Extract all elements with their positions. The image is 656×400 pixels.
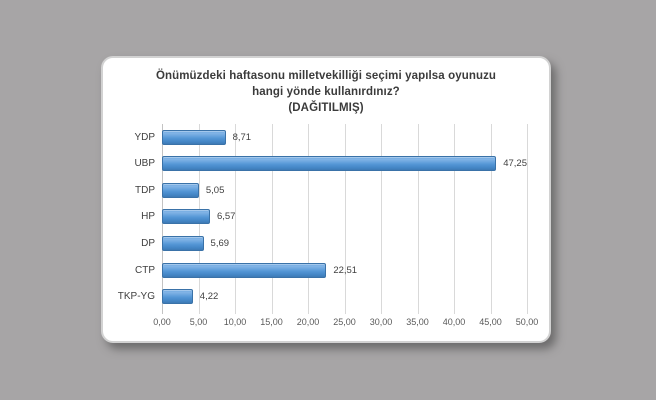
- value-label-tkp-yg: 4,22: [199, 291, 219, 303]
- value-label-tdp: 5,05: [205, 184, 225, 196]
- bar-dp: [162, 236, 204, 252]
- x-axis-tick-label: 20,00: [296, 317, 320, 327]
- chart-title: Önümüzdeki haftasonu milletvekilliği seç…: [103, 68, 549, 116]
- x-axis-tick-label: 10,00: [223, 317, 247, 327]
- category-label-tdp: TDP: [135, 184, 155, 196]
- gridline: [381, 124, 382, 314]
- x-axis-tick-label: 30,00: [369, 317, 393, 327]
- chart-panel: Önümüzdeki haftasonu milletvekilliği seç…: [101, 56, 551, 343]
- category-axis: YDP UBP TDP HP DP CTP TKP-YG: [103, 124, 155, 310]
- bar-row-ctp: 22,51: [162, 257, 527, 284]
- x-axis-tick-label: 45,00: [479, 317, 502, 327]
- gridline: [271, 124, 273, 314]
- x-axis-tick-label: 0,00: [153, 317, 171, 327]
- plot-area: 8,71 47,25 5,05 6,57 5,69 22,51 4,22: [162, 124, 528, 314]
- gridline: [308, 124, 309, 314]
- category-label-dp: DP: [141, 238, 155, 250]
- category-label-hp: HP: [141, 211, 155, 223]
- x-axis-tick-label: 40,00: [442, 317, 466, 327]
- x-axis-tick-label: 35,00: [406, 317, 429, 327]
- gridline: [454, 124, 455, 314]
- value-label-hp: 6,57: [216, 211, 236, 223]
- bar-ubp: [162, 156, 497, 172]
- chart-title-line-2: hangi yönde kullanırdınız?: [252, 86, 400, 98]
- value-label-ydp: 8,71: [232, 131, 252, 143]
- bar-row-hp: 6,57: [162, 204, 527, 231]
- bar-row-tdp: 5,05: [162, 177, 527, 204]
- chart-title-line-3: (DAĞITILMIŞ): [288, 102, 364, 114]
- bar-tkp-yg: [162, 289, 193, 305]
- chart-title-line-1: Önümüzdeki haftasonu milletvekilliği seç…: [155, 70, 497, 82]
- gridline: [490, 124, 492, 314]
- category-label-ydp: YDP: [134, 131, 155, 143]
- gridline: [527, 124, 528, 314]
- bar-row-ydp: 8,71: [162, 124, 527, 151]
- bar-ctp: [162, 262, 327, 278]
- gridline: [344, 124, 346, 314]
- category-label-tkp-yg: TKP-YG: [117, 291, 155, 303]
- value-axis: 0,00 5,00 10,00 15,00 20,00 25,00 30,00 35,00 40…: [153, 317, 538, 331]
- category-label-ctp: CTP: [135, 264, 155, 276]
- gridline: [235, 124, 236, 314]
- bar-row-ubp: 47,25: [162, 151, 527, 178]
- x-axis-tick-label: 25,00: [333, 317, 356, 327]
- gridline: [417, 124, 419, 314]
- bar-row-dp: 5,69: [162, 230, 527, 257]
- bar-tdp: [162, 182, 199, 198]
- value-label-ubp: 47,25: [503, 158, 527, 170]
- x-axis-tick-label: 50,00: [515, 317, 539, 327]
- value-label-ctp: 22,51: [333, 264, 358, 276]
- x-axis-tick-label: 5,00: [189, 317, 208, 327]
- bar-ydp: [162, 129, 226, 145]
- bar-row-tkp-yg: 4,22: [162, 283, 527, 310]
- bar-hp: [162, 209, 210, 225]
- x-axis-tick-label: 15,00: [260, 317, 283, 327]
- category-label-ubp: UBP: [134, 158, 155, 170]
- value-label-dp: 5,69: [210, 238, 230, 250]
